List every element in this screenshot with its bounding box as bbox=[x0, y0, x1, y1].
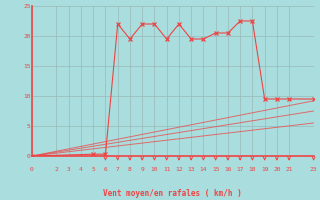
X-axis label: Vent moyen/en rafales ( km/h ): Vent moyen/en rafales ( km/h ) bbox=[103, 189, 242, 198]
